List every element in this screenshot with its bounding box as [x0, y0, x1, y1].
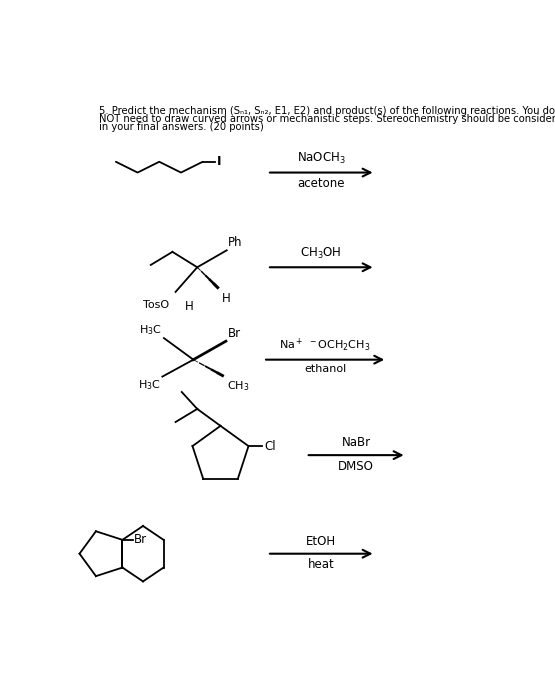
- Text: TosO: TosO: [143, 300, 169, 309]
- Text: EtOH: EtOH: [306, 535, 336, 547]
- Text: Ph: Ph: [228, 236, 243, 248]
- Text: CH$_3$: CH$_3$: [228, 379, 250, 393]
- Text: NaOCH$_3$: NaOCH$_3$: [297, 151, 346, 167]
- Text: NOT need to draw curved arrows or mechanistic steps. Stereochemistry should be c: NOT need to draw curved arrows or mechan…: [99, 114, 555, 124]
- Text: CH$_3$OH: CH$_3$OH: [300, 246, 342, 261]
- Text: NaBr: NaBr: [341, 436, 371, 449]
- Text: DMSO: DMSO: [338, 460, 374, 473]
- Text: Br: Br: [134, 533, 147, 546]
- Text: in your final answers. (20 points): in your final answers. (20 points): [99, 122, 264, 132]
- Text: Na$^+$ $^-$OCH$_2$CH$_3$: Na$^+$ $^-$OCH$_2$CH$_3$: [280, 337, 371, 354]
- Text: H: H: [222, 292, 231, 305]
- Text: acetone: acetone: [297, 177, 345, 190]
- Text: ethanol: ethanol: [304, 364, 346, 374]
- Text: 5. Predict the mechanism (Sₙ₁, Sₙ₂, E1, E2) and product(s) of the following reac: 5. Predict the mechanism (Sₙ₁, Sₙ₂, E1, …: [99, 106, 555, 116]
- Text: H$_3$C: H$_3$C: [139, 323, 163, 337]
- Text: Cl: Cl: [264, 440, 276, 453]
- Text: H$_3$C: H$_3$C: [138, 378, 161, 392]
- Text: H: H: [185, 300, 194, 313]
- Text: Br: Br: [228, 327, 241, 340]
- Text: I: I: [216, 155, 221, 168]
- Text: heat: heat: [308, 559, 335, 571]
